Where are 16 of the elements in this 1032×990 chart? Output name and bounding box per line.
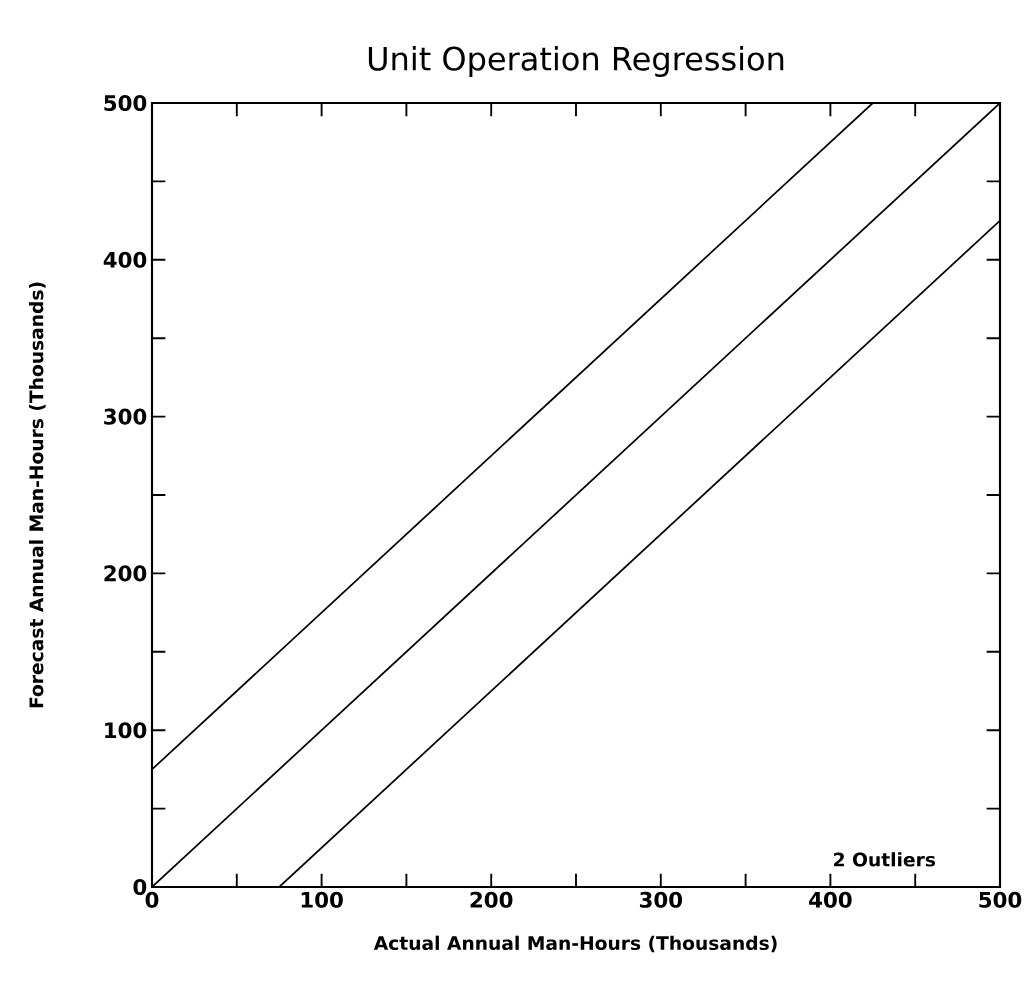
y-tick-label: 500 [104,94,147,112]
x-tick-label: 500 [979,891,1022,908]
x-tick-label: 0 [145,891,159,908]
chart-title: Unit Operation Regression [368,46,784,77]
y-tick-label: 0 [133,878,147,896]
x-tick-label: 100 [301,891,343,908]
x-tick-label: 400 [809,891,852,908]
y-tick-label: 200 [104,565,147,582]
y-tick-label: 400 [103,251,147,268]
annotation: 2 Outliers [834,852,936,867]
x-axis-title: Actual Annual Man-Hours (Thousands) [373,935,777,953]
x-tick-label: 200 [470,891,513,908]
y-tick-label: 300 [104,408,147,425]
y-tick-label: 100 [105,722,147,739]
y-axis-title: Forecast Annual Man-Hours (Thousands) [28,282,46,708]
x-tick-label: 300 [639,891,683,908]
